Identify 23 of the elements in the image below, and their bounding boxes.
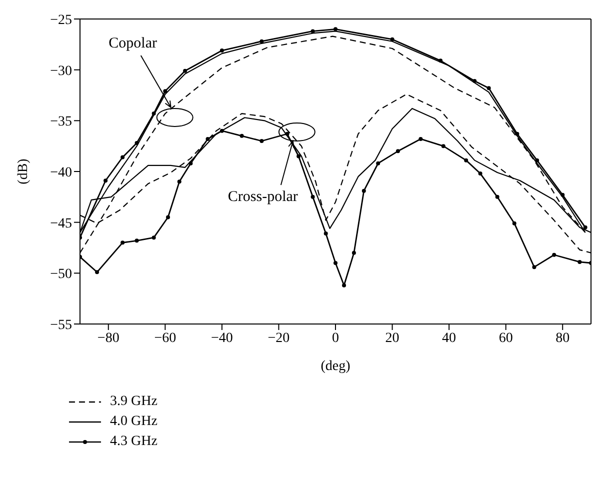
- x-tick-label: 40: [442, 330, 456, 346]
- annotation: Copolar: [108, 35, 158, 52]
- y-tick-label: −35: [50, 114, 72, 130]
- legend-label: 4.0 GHz: [110, 414, 158, 430]
- x-tick-label: 80: [556, 330, 570, 346]
- x-tick-label: 60: [498, 330, 513, 346]
- legend-label: 3.9 GHz: [110, 394, 158, 410]
- x-tick-label: −80: [97, 330, 120, 346]
- x-tick-label: 20: [385, 330, 400, 346]
- legend-label: 4.3 GHz: [110, 434, 158, 450]
- annotation: Cross-polar: [228, 189, 298, 205]
- y-tick-label: −30: [50, 64, 72, 79]
- y-tick-label: −25: [50, 12, 72, 28]
- y-tick-label: −45: [50, 216, 72, 232]
- x-axis-title: (deg): [320, 359, 351, 374]
- y-tick-label: −55: [50, 318, 72, 333]
- y-tick-label: −40: [50, 165, 72, 180]
- y-tick-label: −50: [50, 267, 72, 282]
- x-tick-label: 0: [332, 330, 339, 346]
- x-tick-label: −20: [268, 330, 290, 346]
- x-tick-label: −60: [154, 330, 176, 346]
- y-axis-title: (dB): [16, 158, 31, 184]
- x-tick-label: −40: [210, 330, 233, 346]
